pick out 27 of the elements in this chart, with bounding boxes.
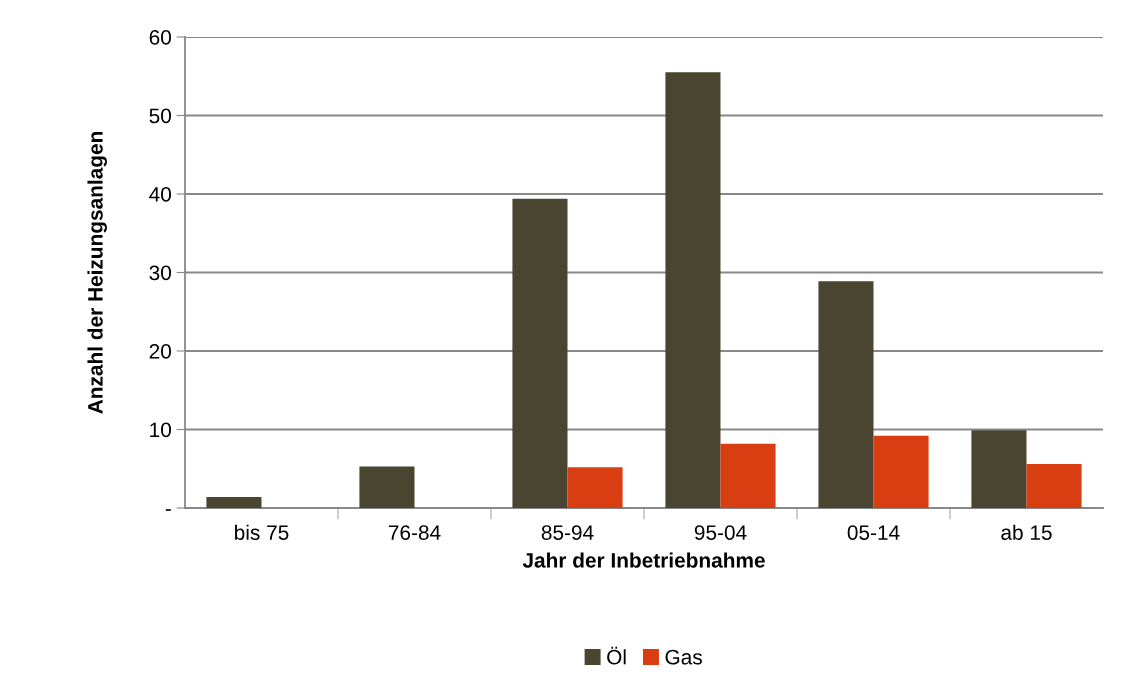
y-tick-label: 40 [149,187,171,202]
x-tick-label: bis 75 [235,524,289,540]
y-tick-label: 60 [149,30,171,45]
y-tick-label: 20 [149,344,171,359]
x-tick-label: 95-04 [694,525,747,540]
y-tick-label: 30 [149,265,171,281]
y-tick-label: 10 [150,422,171,438]
x-axis-title: Jahr der Inbetriebnahme [522,552,765,568]
bar [359,466,415,508]
bar [818,281,874,508]
y-axis-title: Anzahl der Heizungsanlagen [87,131,107,414]
bar [971,430,1027,508]
x-tick-label: ab 15 [1001,524,1052,540]
y-tick-label: - [165,509,171,511]
bar [1026,464,1082,508]
legend-label: Gas [665,649,702,665]
bar [512,198,568,508]
bar [873,435,929,508]
x-tick-label: 85-94 [541,525,594,540]
bar [720,443,776,508]
x-tick-label: 76-84 [388,525,441,540]
y-tick-label: 50 [149,108,171,124]
bar [665,72,721,508]
bar [567,467,623,508]
legend-label: Öl [607,646,626,665]
bar [206,497,262,508]
x-tick-label: 05-14 [847,525,900,540]
